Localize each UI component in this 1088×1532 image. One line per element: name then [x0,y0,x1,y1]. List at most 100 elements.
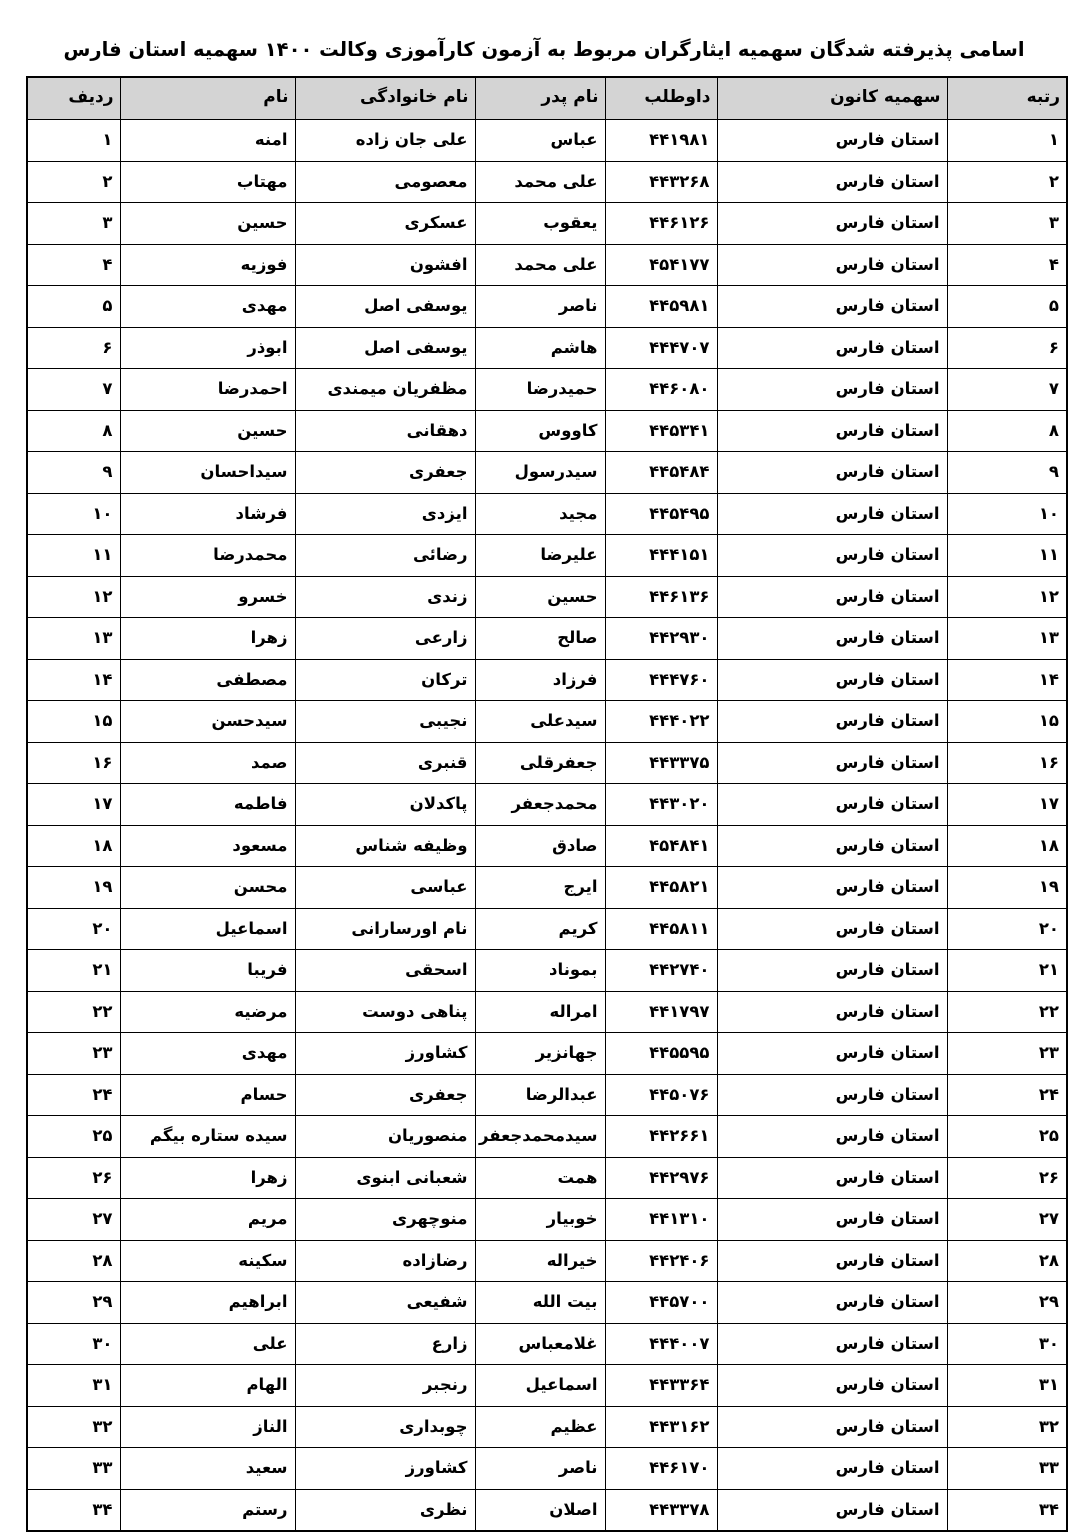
cell-father-name: صادق [474,824,606,868]
cell-quota: استان فارس [716,451,948,494]
cell-quota: استان فارس [716,492,948,536]
cell-candidate-no: ۴۴۲۹۷۶ [604,1156,718,1200]
column-header-father-name: نام پدر [474,76,606,121]
table-row: ۱۰ استان فارس ۴۴۵۴۹۵ مجید ایزدی فرشاد ۱۰ [26,492,1068,536]
cell-row-number: ۱۰ [26,492,121,536]
cell-family-name: جعفری [294,451,476,494]
cell-row-number: ۳۰ [26,1322,121,1366]
cell-rank: ۲۵ [946,1115,1068,1158]
cell-quota: استان فارس [716,1073,948,1117]
cell-quota: استان فارس [716,700,948,743]
cell-family-name: زندی [294,575,476,619]
cell-father-name: صالح [474,617,606,660]
column-header-rank: رتبه [946,76,1068,121]
cell-first-name: فوزیه [119,243,296,287]
table-row: ۱۸ استان فارس ۴۵۴۸۴۱ صادق وظیفه شناس مسعود ۱۸ [26,824,1068,868]
cell-family-name: نظری [294,1488,476,1532]
cell-quota: استان فارس [716,534,948,577]
cell-father-name: علی محمد [474,160,606,204]
cell-father-name: جعفرقلی [474,741,606,785]
cell-quota: استان فارس [716,617,948,660]
table-row: ۲۹ استان فارس ۴۴۵۷۰۰ بیت الله شفیعی ابراهیم ۲۹ [26,1281,1068,1324]
cell-family-name: افشون [294,243,476,287]
cell-family-name: منصوریان [294,1115,476,1158]
cell-row-number: ۲۳ [26,1032,121,1075]
cell-father-name: علیرضا [474,534,606,577]
cell-quota: استان فارس [716,741,948,785]
cell-rank: ۲۹ [946,1281,1068,1324]
cell-candidate-no: ۴۴۵۹۸۱ [604,285,718,328]
cell-first-name: فرشاد [119,492,296,536]
cell-first-name: احمدرضا [119,368,296,411]
cell-rank: ۲۷ [946,1198,1068,1241]
cell-family-name: رضازاده [294,1239,476,1283]
cell-father-name: کریم [474,907,606,951]
cell-first-name: مرضیه [119,990,296,1034]
cell-first-name: رستم [119,1488,296,1532]
table-row: ۲۸ استان فارس ۴۴۲۴۰۶ خیراله رضازاده سکینه ۲۸ [26,1239,1068,1283]
cell-row-number: ۲۰ [26,907,121,951]
cell-father-name: همت [474,1156,606,1200]
cell-candidate-no: ۴۴۵۰۷۶ [604,1073,718,1117]
cell-family-name: شعبانی ابنوی [294,1156,476,1200]
cell-father-name: مجید [474,492,606,536]
table-row: ۱۶ استان فارس ۴۴۳۳۷۵ جعفرقلی قنبری صمد ۱۶ [26,741,1068,785]
cell-father-name: بیت الله [474,1281,606,1324]
cell-family-name: ایزدی [294,492,476,536]
accepted-candidates-table: رتبه سهمیه کانون داوطلب نام پدر نام خانو… [26,76,1068,1532]
cell-candidate-no: ۴۴۲۶۶۱ [604,1115,718,1158]
cell-candidate-no: ۴۴۶۱۷۰ [604,1447,718,1490]
table-row: ۲۵ استان فارس ۴۴۲۶۶۱ سیدمحمدجعفر منصوریان سید… [26,1115,1068,1158]
cell-family-name: کشاورز [294,1032,476,1075]
cell-first-name: حسین [119,202,296,245]
cell-first-name: محمدرضا [119,534,296,577]
cell-father-name: ایرج [474,866,606,909]
cell-row-number: ۲۷ [26,1198,121,1241]
cell-first-name: مریم [119,1198,296,1241]
cell-rank: ۲۰ [946,907,1068,951]
cell-rank: ۹ [946,451,1068,494]
cell-candidate-no: ۴۴۶۱۲۶ [604,202,718,245]
table-header: رتبه سهمیه کانون داوطلب نام پدر نام خانو… [26,76,1068,121]
cell-first-name: سعید [119,1447,296,1490]
cell-family-name: منوچهری [294,1198,476,1241]
cell-first-name: حسین [119,409,296,453]
cell-quota: استان فارس [716,1447,948,1490]
cell-father-name: ناصر [474,1447,606,1490]
cell-first-name: الهام [119,1364,296,1407]
cell-rank: ۳۲ [946,1405,1068,1449]
cell-quota: استان فارس [716,1156,948,1200]
cell-father-name: کاووس [474,409,606,453]
cell-candidate-no: ۴۴۳۱۶۲ [604,1405,718,1449]
cell-candidate-no: ۴۴۲۴۰۶ [604,1239,718,1283]
cell-rank: ۲۸ [946,1239,1068,1283]
cell-rank: ۳۰ [946,1322,1068,1366]
cell-quota: استان فارس [716,1281,948,1324]
table-header-row: رتبه سهمیه کانون داوطلب نام پدر نام خانو… [26,76,1068,121]
cell-rank: ۳۴ [946,1488,1068,1532]
table-row: ۲۶ استان فارس ۴۴۲۹۷۶ همت شعبانی ابنوی زهرا ۲۶ [26,1156,1068,1200]
cell-first-name: مهتاب [119,160,296,204]
cell-candidate-no: ۴۴۵۸۱۱ [604,907,718,951]
cell-father-name: علی محمد [474,243,606,287]
cell-family-name: ترکان [294,658,476,702]
cell-family-name: نام اورسارانی [294,907,476,951]
cell-rank: ۱۱ [946,534,1068,577]
cell-row-number: ۱۸ [26,824,121,868]
cell-row-number: ۲۹ [26,1281,121,1324]
cell-candidate-no: ۴۴۲۷۴۰ [604,949,718,992]
cell-father-name: حسین [474,575,606,619]
cell-quota: استان فارس [716,326,948,370]
table-row: ۱۳ استان فارس ۴۴۲۹۳۰ صالح زارعی زهرا ۱۳ [26,617,1068,660]
table-row: ۴ استان فارس ۴۵۴۱۷۷ علی محمد افشون فوزیه ۴ [26,243,1068,287]
cell-quota: استان فارس [716,866,948,909]
cell-father-name: ناصر [474,285,606,328]
table-body: ۱ استان فارس ۴۴۱۹۸۱ عباس علی جان زاده امنه ۱ ۲ ا… [26,119,1068,1532]
cell-rank: ۵ [946,285,1068,328]
cell-candidate-no: ۴۴۳۲۶۸ [604,160,718,204]
cell-row-number: ۱۳ [26,617,121,660]
cell-row-number: ۷ [26,368,121,411]
cell-first-name: مهدی [119,1032,296,1075]
cell-first-name: صمد [119,741,296,785]
cell-family-name: چوبداری [294,1405,476,1449]
